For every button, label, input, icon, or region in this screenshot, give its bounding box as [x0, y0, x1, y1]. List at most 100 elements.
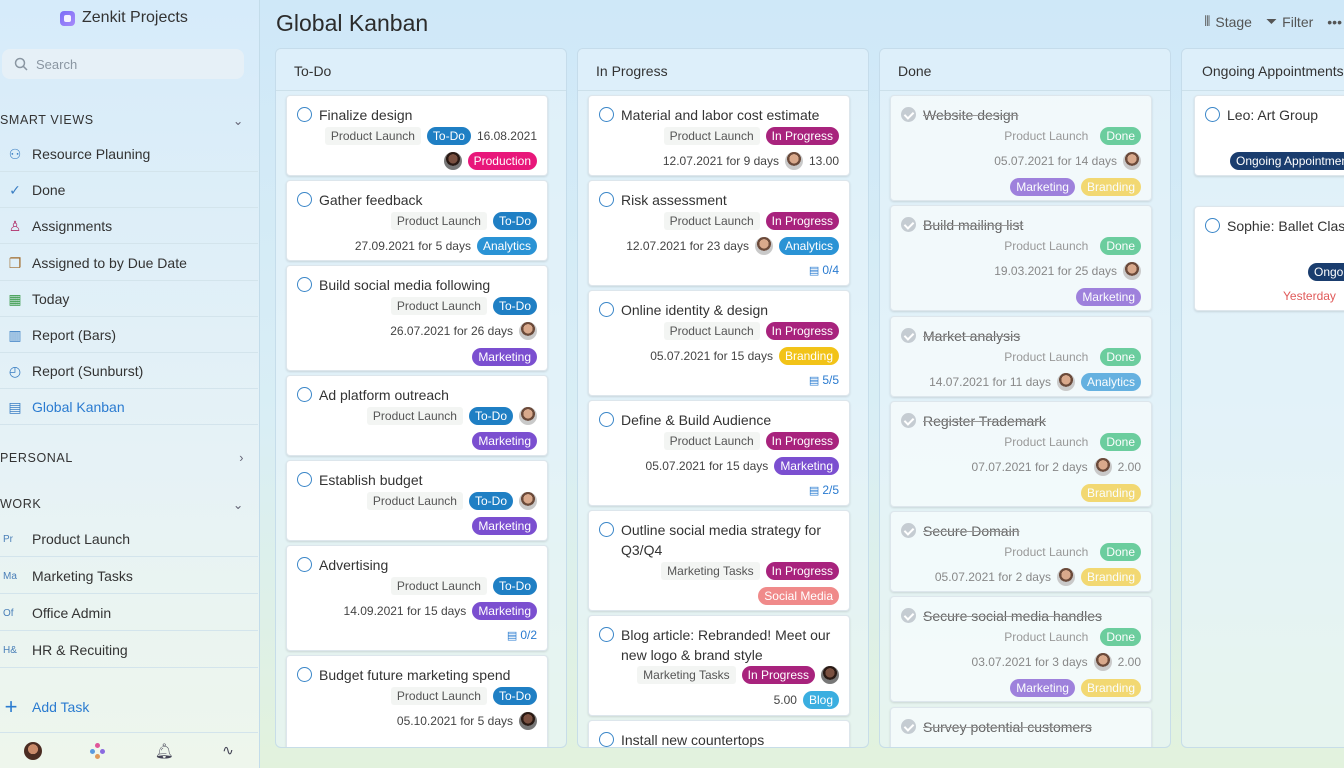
sidebar-item-hr-recruiting[interactable]: H& HR & Recuiting — [0, 633, 258, 668]
project-tag: Product Launch — [1004, 435, 1089, 449]
task-card[interactable]: Secure social media handles Product Laun… — [890, 596, 1152, 702]
sidebar-item-global-kanban[interactable]: ▤ Global Kanban — [0, 390, 258, 425]
task-card[interactable]: Budget future marketing spend Product La… — [286, 655, 548, 747]
due-date: 05.07.2021 for 15 days — [650, 349, 773, 363]
status-badge: To-Do — [492, 297, 537, 315]
user-avatar[interactable] — [24, 741, 43, 760]
project-tag: Product Launch — [390, 212, 487, 230]
due-date: 14.09.2021 for 15 days — [343, 604, 467, 618]
sidebar-item-product-launch[interactable]: Pr Product Launch — [0, 522, 258, 557]
label-tag: Branding — [1080, 679, 1141, 697]
checked-checkbox[interactable] — [901, 608, 916, 623]
checkbox[interactable] — [297, 667, 312, 682]
checked-checkbox[interactable] — [901, 719, 916, 734]
search-box[interactable] — [2, 49, 244, 79]
due-date: 14.07.2021 for 11 days — [929, 375, 1051, 389]
task-card[interactable]: Define & Build Audience Product Launch I… — [588, 400, 850, 506]
checkbox[interactable] — [297, 387, 312, 402]
checkbox[interactable] — [599, 522, 614, 537]
checkbox[interactable] — [1205, 218, 1220, 233]
label-tag: Ongoing Appointments — [1230, 152, 1344, 170]
task-card[interactable]: Gather feedback Product Launch To-Do 27.… — [286, 180, 548, 261]
checkbox[interactable] — [599, 192, 614, 207]
apps-icon[interactable] — [90, 742, 106, 759]
task-card[interactable]: Secure Domain Product Launch Done 05.07.… — [890, 511, 1152, 592]
checkbox[interactable] — [599, 412, 614, 427]
activity-icon[interactable]: ∿ — [222, 742, 234, 758]
task-card[interactable]: Establish budget Product Launch To-Do Ma… — [286, 460, 548, 541]
task-card[interactable]: Online identity & design Product Launch … — [588, 290, 850, 396]
status-badge: To-Do — [492, 577, 537, 595]
task-card[interactable]: Survey potential customers — [890, 707, 1152, 747]
app-title[interactable]: Zenkit Projects — [60, 9, 188, 27]
label-tag: Branding — [778, 347, 839, 365]
sidebar-item-resource-planning[interactable]: ⚇ Resource Plauning — [0, 137, 258, 172]
project-tag: Product Launch — [366, 492, 463, 510]
task-card[interactable]: Build social media following Product Lau… — [286, 265, 548, 371]
checked-checkbox[interactable] — [901, 328, 916, 343]
more-options-button[interactable]: ••• — [1327, 13, 1342, 30]
task-card[interactable]: Ad platform outreach Product Launch To-D… — [286, 375, 548, 456]
task-card[interactable]: Market analysis Product Launch Done 14.0… — [890, 316, 1152, 397]
checkbox[interactable] — [599, 302, 614, 317]
due-date: 16.08.2021 — [476, 129, 537, 143]
filter-button[interactable]: ⏷ Filter — [1265, 13, 1314, 30]
search-input[interactable] — [36, 56, 216, 72]
bar-chart-icon: ▥ — [8, 326, 22, 343]
person-icon: ♙ — [8, 217, 22, 234]
task-card[interactable]: Register Trademark Product Launch Done 0… — [890, 401, 1152, 507]
checkbox[interactable] — [297, 277, 312, 292]
task-card[interactable]: Install new countertops — [588, 720, 850, 747]
task-card[interactable]: Advertising Product Launch To-Do 14.09.2… — [286, 545, 548, 651]
status-badge: Done — [1100, 543, 1141, 561]
checked-checkbox[interactable] — [901, 107, 916, 122]
label-tag: Marketing — [1010, 178, 1075, 196]
project-tag: Marketing Tasks — [637, 666, 736, 684]
sidebar-item-assigned-by-due-date[interactable]: ❐ Assigned to by Due Date — [0, 246, 258, 281]
checklist-icon: ▤ — [808, 374, 820, 387]
task-card[interactable]: Leo: Art Group Ongoing Appointments — [1194, 95, 1344, 176]
checkbox[interactable] — [599, 732, 614, 747]
sidebar-item-done[interactable]: ✓ Done — [0, 173, 258, 208]
checkbox[interactable] — [297, 472, 312, 487]
checkbox[interactable] — [297, 557, 312, 572]
avatar — [1123, 152, 1141, 170]
task-card[interactable]: Outline social media strategy for Q3/Q4 … — [588, 510, 850, 611]
work-header[interactable]: WORK ⌄ — [0, 497, 244, 512]
checkbox[interactable] — [1205, 107, 1220, 122]
checked-checkbox[interactable] — [901, 413, 916, 428]
checkbox[interactable] — [599, 627, 614, 642]
status-badge: In Progress — [765, 562, 839, 580]
sidebar-item-report-bars[interactable]: ▥ Report (Bars) — [0, 318, 258, 353]
sidebar-item-report-sunburst[interactable]: ◴ Report (Sunburst) — [0, 354, 258, 389]
checkbox[interactable] — [599, 107, 614, 122]
task-card[interactable]: Blog article: Rebranded! Meet our new lo… — [588, 615, 850, 716]
checkbox[interactable] — [297, 192, 312, 207]
status-badge: In Progress — [741, 666, 815, 684]
add-task-button[interactable]: + Add Task — [0, 694, 90, 720]
personal-header[interactable]: PERSONAL › — [0, 451, 244, 465]
task-card[interactable]: Risk assessment Product Launch In Progre… — [588, 180, 850, 286]
task-card[interactable]: Website design Product Launch Done 05.07… — [890, 95, 1152, 201]
sunburst-icon: ◴ — [8, 362, 22, 379]
task-card[interactable]: Finalize design Product Launch To-Do 16.… — [286, 95, 548, 176]
due-date: 19.03.2021 for 25 days — [994, 264, 1117, 278]
bell-icon[interactable]: 🔔︎ — [154, 742, 174, 760]
task-card[interactable]: Material and labor cost estimate Product… — [588, 95, 850, 176]
project-tag: Product Launch — [663, 212, 760, 230]
stage-button[interactable]: ⦀ Stage — [1204, 13, 1252, 30]
checked-checkbox[interactable] — [901, 217, 916, 232]
checked-checkbox[interactable] — [901, 523, 916, 538]
checkbox[interactable] — [297, 107, 312, 122]
smart-views-header[interactable]: SMART VIEWS ⌄ — [0, 113, 244, 128]
due-date: 05.10.2021 for 5 days — [396, 714, 513, 728]
due-date: 03.07.2021 for 3 days — [971, 655, 1088, 669]
task-card[interactable]: Sophie: Ballet Class Ongoing Yesterday — [1194, 206, 1344, 311]
task-card[interactable]: Build mailing list Product Launch Done 1… — [890, 205, 1152, 311]
project-tag: Product Launch — [1004, 350, 1089, 364]
sidebar-item-marketing-tasks[interactable]: Ma Marketing Tasks — [0, 559, 258, 594]
sidebar-item-office-admin[interactable]: Of Office Admin — [0, 596, 258, 631]
sidebar-item-today[interactable]: ▦ Today — [0, 282, 258, 317]
status-badge: Done — [1100, 127, 1141, 145]
sidebar-item-assignments[interactable]: ♙ Assignments — [0, 209, 258, 244]
